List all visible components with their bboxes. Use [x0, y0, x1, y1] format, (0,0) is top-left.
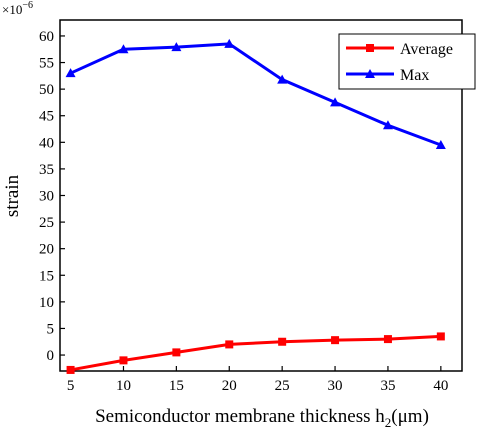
y-tick-label: 45 — [39, 109, 54, 125]
series-line-max — [69, 42, 442, 147]
legend-box — [338, 33, 476, 90]
y-tick-label: 50 — [39, 82, 54, 98]
y-tick-label: 30 — [39, 189, 54, 205]
x-axis-label: Semiconductor membrane thickness h2(μm) — [95, 406, 429, 430]
data-point-max — [435, 139, 446, 149]
x-tick-label: 40 — [433, 378, 448, 394]
legend: Average Max — [338, 33, 476, 90]
series-layer — [65, 38, 446, 374]
y-tick-label: 15 — [39, 268, 54, 284]
data-point-max — [224, 38, 235, 48]
y-axis-ticks: 0 5 10 15 20 25 30 35 40 45 50 55 60 — [39, 29, 65, 364]
legend-max-label: Max — [400, 67, 429, 84]
x-tick-label: 15 — [169, 378, 184, 394]
data-point-max — [330, 97, 341, 107]
data-point-average — [172, 348, 181, 357]
y-tick-label: 10 — [39, 295, 54, 311]
x-tick-label: 10 — [116, 378, 131, 394]
y-tick-label: 40 — [39, 135, 54, 151]
y-tick-label: 5 — [47, 321, 55, 337]
y-axis-label: strain — [2, 174, 23, 217]
x-tick-label: 25 — [275, 378, 290, 394]
x-tick-label: 5 — [67, 378, 75, 394]
legend-average-marker — [366, 44, 374, 52]
data-point-average — [331, 336, 340, 345]
x-tick-label: 20 — [222, 378, 237, 394]
y-tick-label: 25 — [39, 215, 54, 231]
data-point-max — [277, 74, 288, 84]
x-tick-label: 35 — [380, 378, 395, 394]
data-point-average — [278, 337, 287, 346]
y-tick-label: 60 — [39, 29, 54, 45]
data-point-average — [225, 340, 234, 349]
data-point-max — [65, 68, 76, 78]
series-line-average — [70, 334, 441, 372]
data-point-max — [171, 42, 182, 52]
data-point-max — [382, 120, 393, 130]
y-tick-label: 20 — [39, 242, 54, 258]
data-point-max — [118, 44, 129, 54]
y-tick-label: 0 — [47, 348, 55, 364]
x-axis-ticks: 5 10 15 20 25 30 35 40 — [67, 366, 448, 394]
data-point-average — [383, 335, 392, 344]
data-point-average — [119, 356, 128, 365]
x-tick-label: 30 — [328, 378, 343, 394]
data-point-average — [66, 365, 75, 374]
legend-max-marker — [365, 69, 375, 78]
legend-average-label: Average — [400, 41, 453, 58]
data-point-average — [436, 332, 445, 341]
y-axis-multiplier: ×10−6 — [2, 0, 33, 17]
y-tick-label: 55 — [39, 56, 54, 72]
y-tick-label: 35 — [39, 162, 54, 178]
